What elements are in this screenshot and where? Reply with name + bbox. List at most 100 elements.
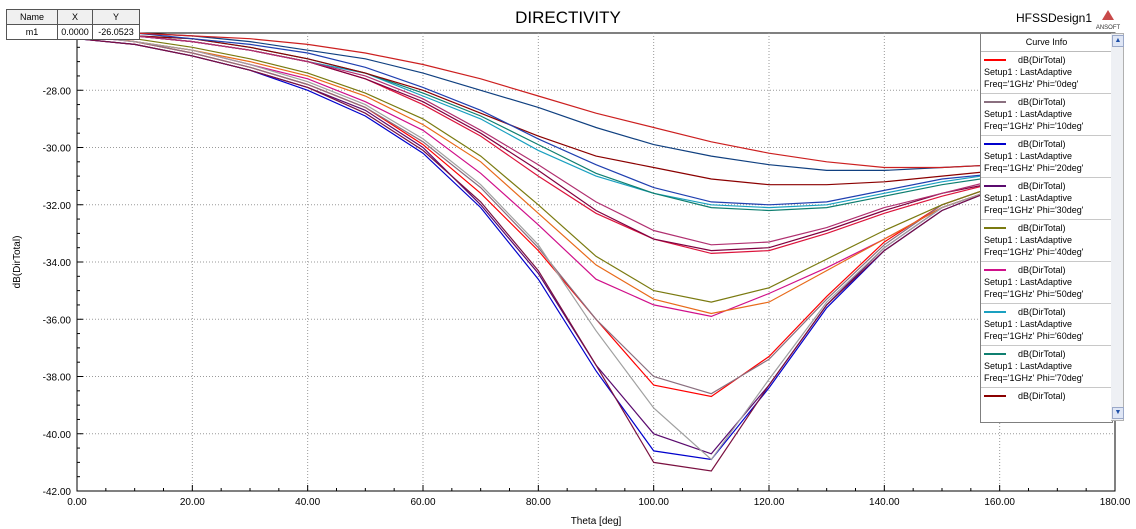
- x-tick-label: 180.00: [1100, 497, 1131, 508]
- ansoft-logo: ANSOFT: [1095, 7, 1121, 32]
- legend-entry[interactable]: dB(DirTotal) Setup1 : LastAdaptive Freq='1…: [981, 52, 1112, 94]
- marker-header-row: Name X Y: [6, 9, 140, 25]
- scroll-down-icon[interactable]: ▼: [1112, 407, 1124, 419]
- legend-swatch: [984, 101, 1006, 103]
- y-tick-label: -36.00: [43, 315, 72, 326]
- legend-entry-row: dB(DirTotal): [984, 54, 1112, 66]
- legend-entry[interactable]: dB(DirTotal) Setup1 : LastAdaptive Freq='1…: [981, 346, 1112, 388]
- legend-swatch: [984, 395, 1006, 397]
- legend-swatch: [984, 353, 1006, 355]
- y-tick-label: -42.00: [43, 487, 72, 498]
- legend-entry[interactable]: dB(DirTotal) Setup1 : LastAdaptive Freq='1…: [981, 220, 1112, 262]
- marker-y: -26.0523: [92, 24, 140, 40]
- legend-entries: dB(DirTotal) Setup1 : LastAdaptive Freq='1…: [981, 52, 1112, 422]
- y-tick-labels: -28.00 -30.00 -32.00 -34.00 -36.00 -38.00 -40.…: [43, 86, 72, 498]
- legend-label: dB(DirTotal): [1018, 97, 1066, 107]
- legend-swatch: [984, 269, 1006, 271]
- x-tick-label: 140.00: [869, 497, 900, 508]
- legend-setup: Setup1 : LastAdaptive: [984, 277, 1073, 287]
- x-tick-label: 100.00: [638, 497, 669, 508]
- legend-params: Freq='1GHz' Phi='30deg': [984, 205, 1084, 215]
- y-axis-label: dB(DirTotal): [12, 236, 23, 289]
- legend-entry-row: dB(DirTotal): [984, 264, 1112, 276]
- series-layer: [76, 32, 1000, 472]
- legend-setup: Setup1 : LastAdaptive: [984, 109, 1073, 119]
- y-tick-label: -40.00: [43, 430, 72, 441]
- legend-setup: Setup1 : LastAdaptive: [984, 67, 1073, 77]
- legend-params: Freq='1GHz' Phi='40deg': [984, 247, 1084, 257]
- legend-entry[interactable]: dB(DirTotal): [981, 388, 1112, 422]
- series-line-16[interactable]: [76, 38, 1000, 472]
- legend-entry[interactable]: dB(DirTotal) Setup1 : LastAdaptive Freq='1…: [981, 178, 1112, 220]
- legend-setup: Setup1 : LastAdaptive: [984, 361, 1073, 371]
- x-tick-label: 120.00: [754, 497, 785, 508]
- scroll-up-icon[interactable]: ▲: [1112, 35, 1124, 47]
- x-tick-label: 0.00: [67, 497, 87, 508]
- ansoft-logo-text: ANSOFT: [1095, 25, 1121, 31]
- legend-entry[interactable]: dB(DirTotal) Setup1 : LastAdaptive Freq='1…: [981, 304, 1112, 346]
- legend-swatch: [984, 143, 1006, 145]
- series-line-15[interactable]: [76, 35, 1000, 461]
- y-tick-label: -32.00: [43, 201, 72, 212]
- series-line-2[interactable]: [76, 35, 1000, 395]
- series-line-18[interactable]: [77, 32, 1000, 169]
- series-line-5[interactable]: [76, 35, 1000, 303]
- marker-header-y: Y: [92, 9, 140, 25]
- legend-entry-row: dB(DirTotal): [984, 390, 1112, 402]
- x-tick-label: 60.00: [410, 497, 435, 508]
- legend-entry-row: dB(DirTotal): [984, 180, 1112, 192]
- ansoft-logo-icon: [1102, 10, 1114, 20]
- legend-swatch: [984, 185, 1006, 187]
- marker-header-x: X: [57, 9, 93, 25]
- legend-entry-row: dB(DirTotal): [984, 306, 1112, 318]
- marker-row[interactable]: m1 0.0000 -26.0523: [6, 24, 140, 40]
- y-tick-label: -30.00: [43, 144, 72, 155]
- marker-table: Name X Y m1 0.0000 -26.0523: [6, 9, 140, 40]
- legend-swatch: [984, 311, 1006, 313]
- legend-entry[interactable]: dB(DirTotal) Setup1 : LastAdaptive Freq='1…: [981, 262, 1112, 304]
- legend-title: Curve Info: [981, 34, 1112, 52]
- legend-label: dB(DirTotal): [1018, 223, 1066, 233]
- series-line-12[interactable]: [76, 32, 1000, 246]
- x-tick-label: 20.00: [180, 497, 205, 508]
- legend-entry-row: dB(DirTotal): [984, 138, 1112, 150]
- legend-entry-row: dB(DirTotal): [984, 96, 1112, 108]
- legend-swatch: [984, 227, 1006, 229]
- legend-setup: Setup1 : LastAdaptive: [984, 193, 1073, 203]
- legend-params: Freq='1GHz' Phi='50deg': [984, 289, 1084, 299]
- legend-label: dB(DirTotal): [1018, 55, 1066, 65]
- chart-title: DIRECTIVITY: [515, 8, 621, 27]
- x-tick-labels: 0.00 20.00 40.00 60.00 80.00 100.00 120.00 140.…: [67, 497, 1130, 508]
- legend-setup: Setup1 : LastAdaptive: [984, 319, 1073, 329]
- legend-entry[interactable]: dB(DirTotal) Setup1 : LastAdaptive Freq='1…: [981, 94, 1112, 136]
- design-name: HFSSDesign1: [1016, 11, 1093, 25]
- y-tick-label: -38.00: [43, 373, 72, 384]
- x-tick-label: 40.00: [295, 497, 320, 508]
- x-axis-label: Theta [deg]: [571, 516, 622, 527]
- legend-entry-row: dB(DirTotal): [984, 222, 1112, 234]
- legend-label: dB(DirTotal): [1018, 265, 1066, 275]
- legend-params: Freq='1GHz' Phi='10deg': [984, 121, 1084, 131]
- legend-entry[interactable]: dB(DirTotal) Setup1 : LastAdaptive Freq='1…: [981, 136, 1112, 178]
- legend-params: Freq='1GHz' Phi='60deg': [984, 331, 1084, 341]
- legend-label: dB(DirTotal): [1018, 139, 1066, 149]
- legend-setup: Setup1 : LastAdaptive: [984, 235, 1073, 245]
- series-line-14[interactable]: [76, 33, 1000, 315]
- legend-params: Freq='1GHz' Phi='0deg': [984, 79, 1079, 89]
- legend-scrollbar[interactable]: ▲ ▼: [1111, 33, 1124, 421]
- legend-params: Freq='1GHz' Phi='70deg': [984, 373, 1084, 383]
- series-line-13[interactable]: [77, 32, 1000, 206]
- series-line-9[interactable]: [76, 32, 1000, 186]
- curve-info-legend[interactable]: Curve Info dB(DirTotal) Setup1 : LastAdap…: [980, 33, 1113, 423]
- x-tick-label: 160.00: [984, 497, 1015, 508]
- legend-setup: Setup1 : LastAdaptive: [984, 151, 1073, 161]
- legend-label: dB(DirTotal): [1018, 181, 1066, 191]
- legend-label: dB(DirTotal): [1018, 307, 1066, 317]
- legend-params: Freq='1GHz' Phi='20deg': [984, 163, 1084, 173]
- legend-entry-row: dB(DirTotal): [984, 348, 1112, 360]
- y-tick-label: -34.00: [43, 258, 72, 269]
- x-tick-label: 80.00: [526, 497, 551, 508]
- legend-label: dB(DirTotal): [1018, 391, 1066, 401]
- series-line-17[interactable]: [77, 32, 1000, 171]
